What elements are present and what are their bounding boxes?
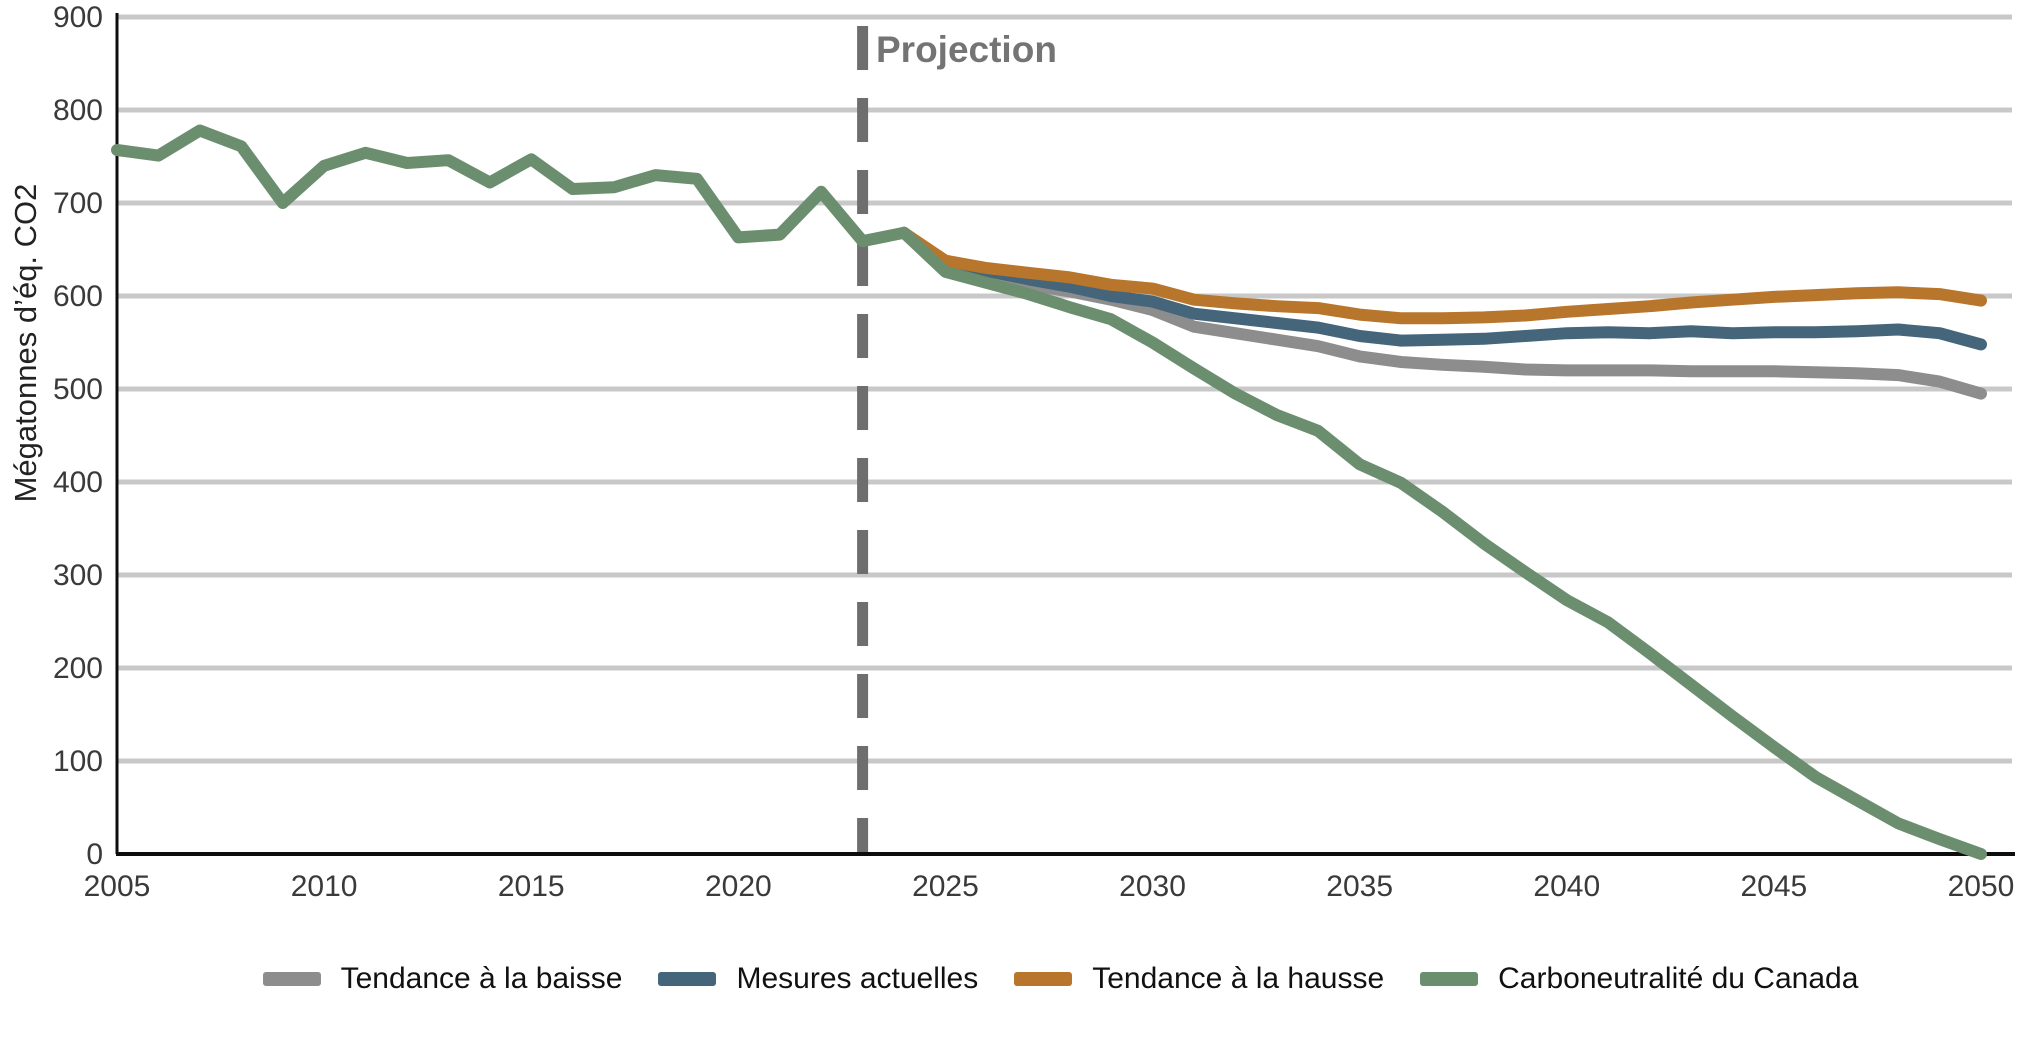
y-tick-600: 600	[53, 280, 103, 313]
legend-label: Tendance à la hausse	[1092, 962, 1385, 995]
y-tick-500: 500	[53, 373, 103, 406]
x-tick-2035: 2035	[1326, 870, 1393, 903]
x-axis-tick-labels: 2005 2010 2015 2020 2025 2030 2035 2040 2045 2050	[84, 870, 2015, 903]
series-lines	[111, 124, 1987, 860]
x-tick-2040: 2040	[1533, 870, 1600, 903]
series-line-mesures-actuelles	[898, 226, 1987, 351]
legend-item: Tendance à la hausse	[1014, 962, 1384, 996]
series-line-carboneutralit-du-canada	[111, 124, 1987, 860]
legend-label: Tendance à la baisse	[340, 962, 623, 995]
x-tick-2020: 2020	[705, 870, 772, 903]
x-tick-2045: 2045	[1741, 870, 1808, 903]
y-tick-300: 300	[53, 559, 103, 592]
projection-label: Projection	[876, 29, 1057, 70]
legend-label: Carboneutralité du Canada	[1498, 962, 1859, 995]
x-tick-2050: 2050	[1948, 870, 2015, 903]
y-tick-200: 200	[53, 652, 103, 685]
y-tick-900: 900	[53, 1, 103, 34]
legend-item: Tendance à la baisse	[262, 962, 623, 996]
legend-label: Mesures actuelles	[736, 962, 979, 995]
x-tick-2025: 2025	[912, 870, 979, 903]
axes	[115, 13, 2015, 856]
x-tick-2030: 2030	[1119, 870, 1186, 903]
x-tick-2005: 2005	[84, 870, 151, 903]
legend-item: Carboneutralité du Canada	[1420, 962, 1858, 996]
y-tick-100: 100	[53, 745, 103, 778]
legend-swatch-icon	[1420, 972, 1479, 986]
series-line-tendance-la-hausse	[898, 226, 1987, 325]
y-tick-700: 700	[53, 187, 103, 220]
x-tick-2010: 2010	[291, 870, 358, 903]
x-tick-2015: 2015	[498, 870, 565, 903]
gridlines	[117, 14, 2012, 764]
y-tick-0: 0	[86, 838, 103, 871]
legend-swatch-icon	[1014, 972, 1073, 986]
y-axis-tick-labels: 0 100 200 300 400 500 600 700 800 900	[53, 1, 103, 871]
legend-item: Mesures actuelles	[658, 962, 978, 996]
y-axis-title: Mégatonnes d’éq. CO2	[8, 184, 43, 503]
chart-legend: Tendance à la baisse Mesures actuelles Ten…	[48, 962, 2025, 996]
y-tick-400: 400	[53, 466, 103, 499]
legend-swatch-icon	[262, 972, 321, 986]
y-tick-800: 800	[53, 94, 103, 127]
legend-swatch-icon	[658, 972, 717, 986]
